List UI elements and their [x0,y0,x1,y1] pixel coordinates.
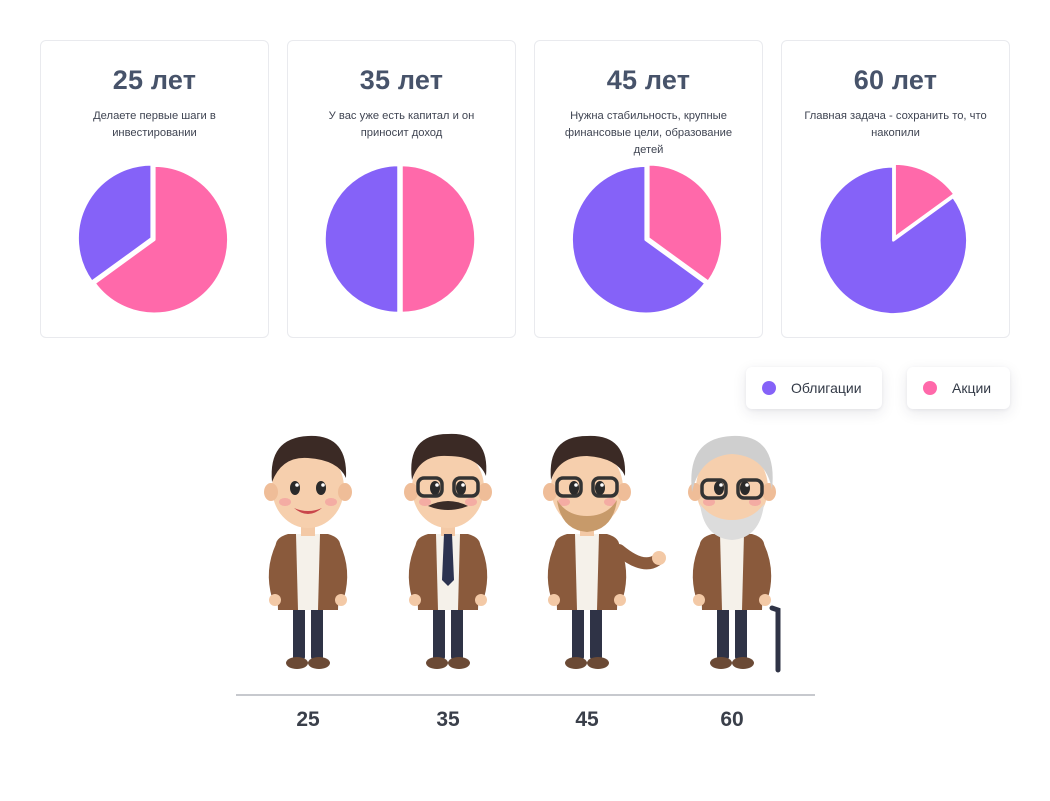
card-description: Делаете первые шаги в инвестировании [93,110,216,139]
figure-age-25 [264,435,352,669]
card-description: У вас уже есть капитал и он приносит дох… [328,110,475,139]
legend-item-stocks: Акции [907,367,1010,409]
pie-slice-bonds [818,165,969,316]
pie-slice-stocks [400,163,477,315]
pie-slice-stocks [93,164,230,315]
figure-age-60 [688,435,781,673]
pie-slice-bonds [570,164,707,315]
legend-stocks-label: Акции [952,380,992,396]
figure-age-45 [543,435,666,669]
card-title: 25 лет [112,65,197,95]
pie-chart [323,163,477,315]
pie-slice-bonds [76,163,153,284]
card-title: 35 лет [359,65,444,95]
legend-item-bonds: Облигации [746,367,882,409]
pie-slice-stocks [647,163,724,284]
pie-card-35: 35 лет У вас уже есть капитал и он прино… [287,40,516,338]
pie-chart [76,163,230,315]
card-title: 45 лет [606,65,691,95]
figure-age-35 [404,433,492,669]
card-description: Нужна стабильность, крупные финансовые ц… [564,110,733,156]
pie-chart [818,162,969,316]
card-description: Главная задача - сохранить то, что накоп… [804,110,987,139]
card-title: 60 лет [853,65,938,95]
pie-card-25: 25 лет Делаете первые шаги в инвестирова… [40,40,269,338]
pie-card-60: 60 лет Главная задача - сохранить то, чт… [781,40,1010,338]
timeline-axis [236,694,815,696]
legend-bonds-label: Облигации [791,380,862,396]
age-label-60: 60 [720,708,744,731]
pie-card-45: 45 лет Нужна стабильность, крупные финан… [534,40,763,338]
age-progression-illustration [264,433,781,673]
pie-chart [570,163,724,315]
pie-slice-bonds [323,163,400,315]
pie-slice-stocks [893,162,956,239]
legend-bonds-swatch [762,381,776,395]
legend-stocks-swatch [923,381,937,395]
age-label-45: 45 [575,708,599,731]
age-label-35: 35 [436,708,460,731]
age-label-25: 25 [296,708,320,731]
